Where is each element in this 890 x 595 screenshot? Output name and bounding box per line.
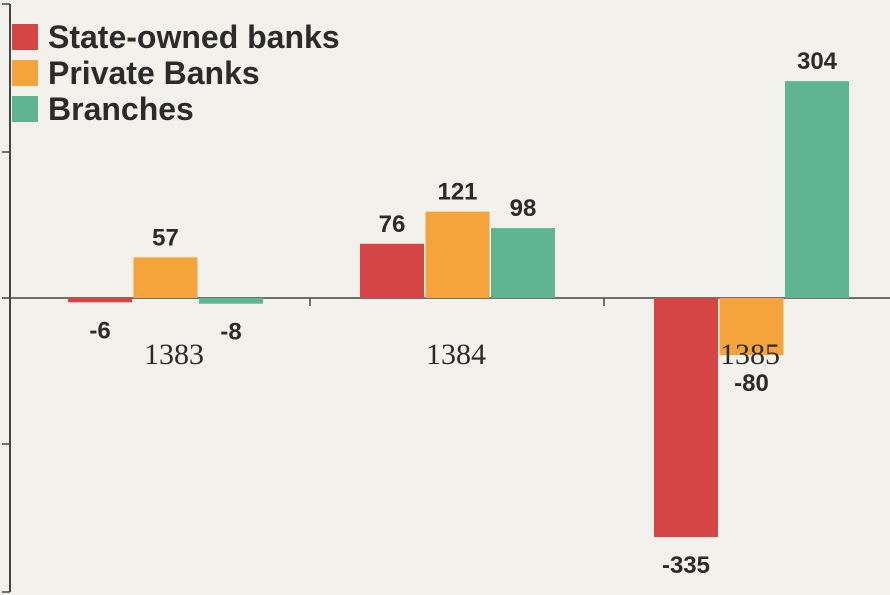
bar-1384-series-2	[425, 211, 490, 298]
bar-1385-series-2	[719, 298, 784, 356]
data-label: 76	[379, 211, 406, 238]
legend-swatch-3	[12, 96, 38, 122]
bars	[68, 81, 849, 538]
data-label: -6	[89, 317, 110, 344]
legend-label-1: State-owned banks	[48, 19, 340, 55]
legend-swatch-1	[12, 24, 38, 50]
data-labels: -6 76 -335 57 121 -80 -8 98 304	[89, 48, 837, 579]
category-label-1384: 1384	[426, 338, 486, 371]
bar-1383-series-1	[68, 298, 132, 303]
category-label-1383: 1383	[144, 338, 204, 371]
bar-1384-series-3	[491, 228, 555, 298]
bar-1385-series-3	[785, 81, 849, 298]
legend-label-3: Branches	[48, 91, 194, 127]
bar-1385-series-1	[654, 298, 718, 538]
data-label: -335	[662, 552, 710, 579]
data-label: -80	[734, 370, 769, 397]
category-labels: 1383 1384 1385	[144, 338, 780, 371]
bar-1384-series-1	[360, 243, 424, 298]
bar-1383-series-3	[199, 298, 263, 304]
data-label: 121	[437, 179, 477, 206]
legend-swatch-2	[12, 60, 38, 86]
category-label-1385: 1385	[720, 338, 780, 371]
bar-1383-series-2	[133, 257, 198, 298]
data-label: -8	[220, 319, 241, 346]
data-label: 304	[797, 48, 838, 75]
legend-label-2: Private Banks	[48, 55, 260, 91]
data-label: 98	[510, 195, 537, 222]
data-label: 57	[152, 224, 179, 251]
